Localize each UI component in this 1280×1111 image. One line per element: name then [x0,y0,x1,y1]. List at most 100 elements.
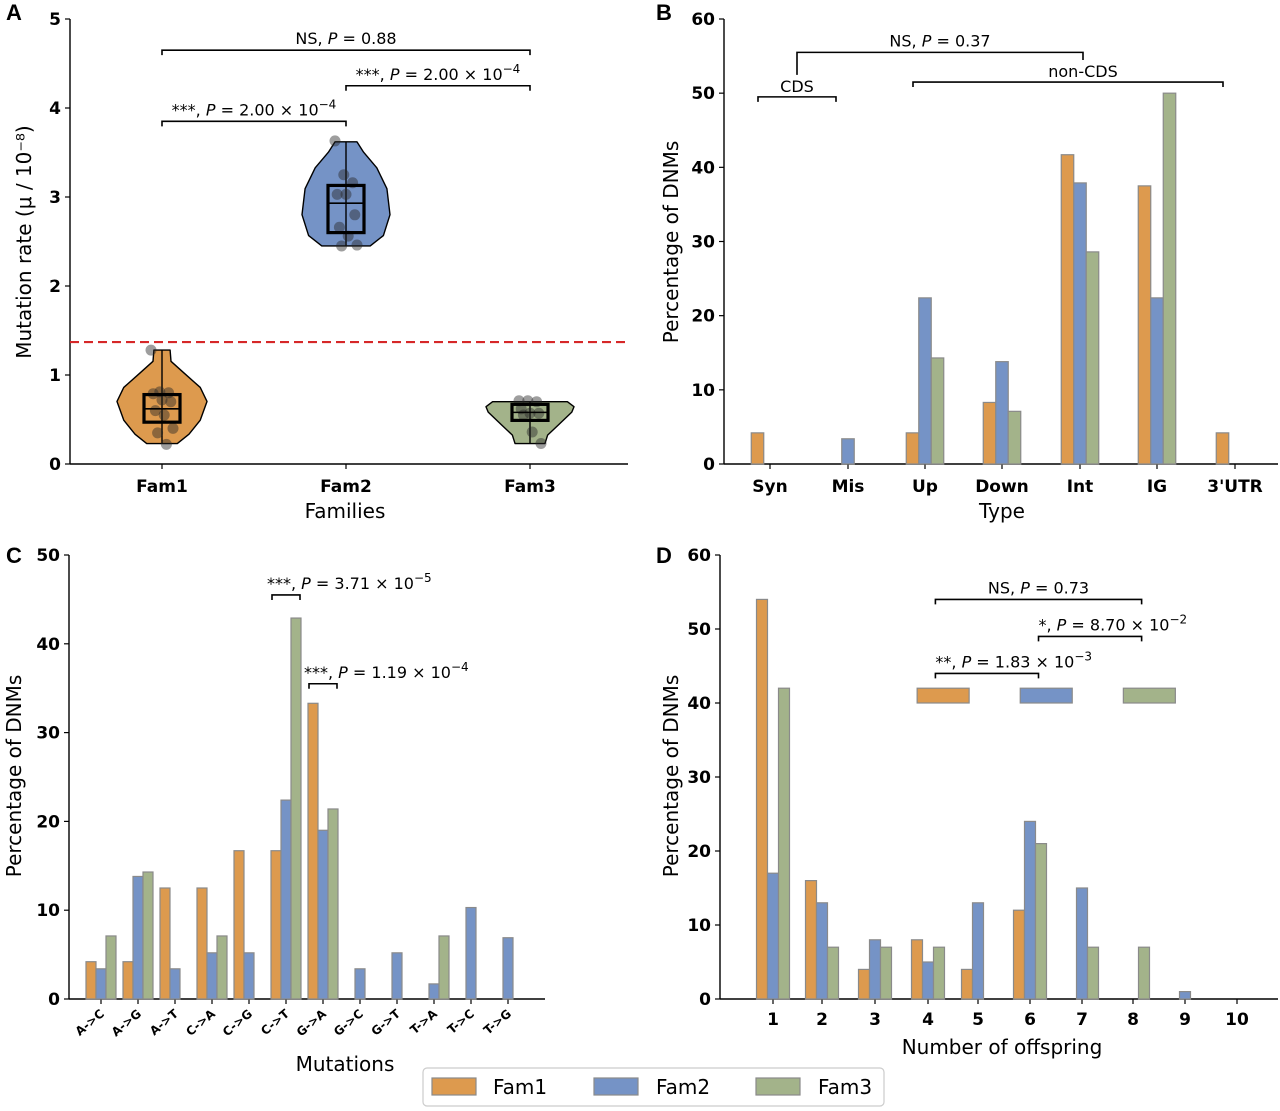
significance-label: NS, P = 0.73 [988,578,1089,597]
panel-c-bar-fam3 [327,808,339,1000]
data-point [340,188,352,200]
panel-d-bar-fam2 [868,939,882,1000]
legend-label-fam1: Fam1 [493,1075,547,1099]
data-point [329,135,341,147]
panel-c-bar-fam3 [105,935,117,1000]
panel-b-bar-fam2 [841,438,855,465]
panel-d-bar-fam1 [910,939,924,1000]
significance-bracket [161,49,531,56]
panel-d-bar-fam3 [932,946,946,1000]
significance-label: ***, P = 2.00 × 10−4 [356,62,521,84]
panel-d-xtick-label: 9 [1179,1010,1191,1030]
data-point [524,407,536,419]
panel-b-bar-fam2 [995,361,1009,465]
panel-c-bar-fam2 [465,906,477,1000]
panel-c-xtick-label: G->T [369,1006,404,1039]
panel-b-xtick-label: Down [975,477,1029,497]
panel-d-bar-fam2 [815,902,829,1000]
legend-swatch-fam2 [593,1077,639,1096]
panel-d-ytick-label: 40 [687,694,711,714]
panel-d-bar-fam1 [857,968,871,1000]
panel-c-xtick-label: A->G [109,1007,144,1040]
panel-d-xlabel: Number of offspring [902,1035,1103,1059]
panel-b-bar-fam1 [750,432,765,465]
panel-b-xtick-label: Int [1067,477,1094,497]
data-point [167,422,179,434]
panel-c-xtick-label: G->A [294,1006,330,1039]
panel-c-bar-fam1 [196,887,208,1000]
significance-label: ***, P = 1.19 × 10−4 [304,660,469,682]
panel-c-bar-fam3 [290,617,302,1000]
panel-b-bar-fam2 [1073,182,1087,465]
data-point [165,396,177,408]
data-point [145,344,157,356]
data-point [526,426,538,438]
family-marker-fam3 [1122,687,1176,704]
panel-c-bar-fam3 [216,935,228,1000]
data-point [535,438,547,450]
panel-c-bar-fam2 [391,952,403,1000]
panel-c-xtick-label: C->A [183,1006,218,1039]
significance-label: NS, P = 0.37 [889,31,990,50]
data-point [515,403,527,415]
panel-b-ytick-label: 0 [703,455,715,475]
legend-label-fam3: Fam3 [818,1075,872,1099]
panel-a-xtick-label: Fam3 [504,477,556,497]
panel-c-bar-fam2 [354,968,366,1000]
panel-b-bar-fam2 [918,297,932,465]
panel-b-xtick-label: Syn [752,477,787,497]
significance-label: ***, P = 3.71 × 10−5 [267,571,432,593]
panel-d-bar-fam3 [1086,946,1100,1000]
panel-letter-b: B [656,0,672,25]
panel-d-bar-fam3 [826,946,840,1000]
panel-b-ytick-label: 40 [691,158,715,178]
panel-c-bar-fam2 [317,829,329,1000]
panel-c-bar-fam3 [438,935,450,1000]
panel-letter-d: D [656,543,672,568]
panel-d-bar-fam2 [1075,887,1089,1000]
panel-d-ytick-label: 30 [687,768,711,788]
panel-b-bar-fam1 [1137,185,1152,465]
panel-c-bar-fam2 [280,799,292,1000]
panel-d-ytick-label: 20 [687,842,711,862]
panel-c-xlabel: Mutations [296,1052,395,1076]
box-fam2 [326,183,366,235]
legend-label-fam2: Fam2 [656,1075,710,1099]
panel-c-ytick-label: 40 [36,635,60,655]
non-cds-label: non-CDS [1048,62,1118,81]
panel-c-bar-fam3 [142,871,154,1000]
panel-c-xtick-label: G->C [331,1006,366,1039]
significance-bracket [934,672,1040,679]
data-point [331,188,343,200]
panel-b-ytick-label: 10 [691,381,715,401]
panel-a-ytick-label: 3 [49,188,61,208]
panel-d-ytick-label: 60 [687,546,711,566]
legend-swatch-fam3 [755,1077,801,1096]
panel-d-ytick-label: 50 [687,620,711,640]
panel-b-xtick-label: IG [1147,477,1167,497]
panel-c-ylabel: Percentage of DNMs [2,675,26,878]
panel-b-bar-fam3 [930,357,945,465]
panel-c-bar-fam1 [307,702,319,1000]
panel-d-ylabel: Percentage of DNMs [659,675,683,878]
panel-b-ylabel: Percentage of DNMs [659,141,683,344]
data-point [349,209,361,221]
panel-d-bar-fam2 [971,902,985,1000]
panel-d-bar-fam2 [1023,820,1037,1000]
panel-d-xtick-label: 4 [922,1010,934,1030]
significance-bracket [161,120,347,127]
panel-c-ytick-label: 30 [36,724,60,744]
family-marker-fam1 [916,687,970,704]
panel-c-bar-fam2 [206,952,218,1000]
panel-a-xlabel: Families [305,499,386,523]
panel-d-bar-fam2 [766,872,780,1000]
panel-d-bar-fam1 [1012,909,1026,1000]
panel-c-xtick-label: A->T [147,1006,182,1038]
panel-c-xtick-label: T->G [481,1007,514,1038]
significance-bracket [271,594,301,600]
panel-b-xtick-label: Mis [832,477,865,497]
panel-c-bar-fam1 [270,850,282,1000]
significance-label: ***, P = 2.00 × 10−4 [172,97,337,119]
